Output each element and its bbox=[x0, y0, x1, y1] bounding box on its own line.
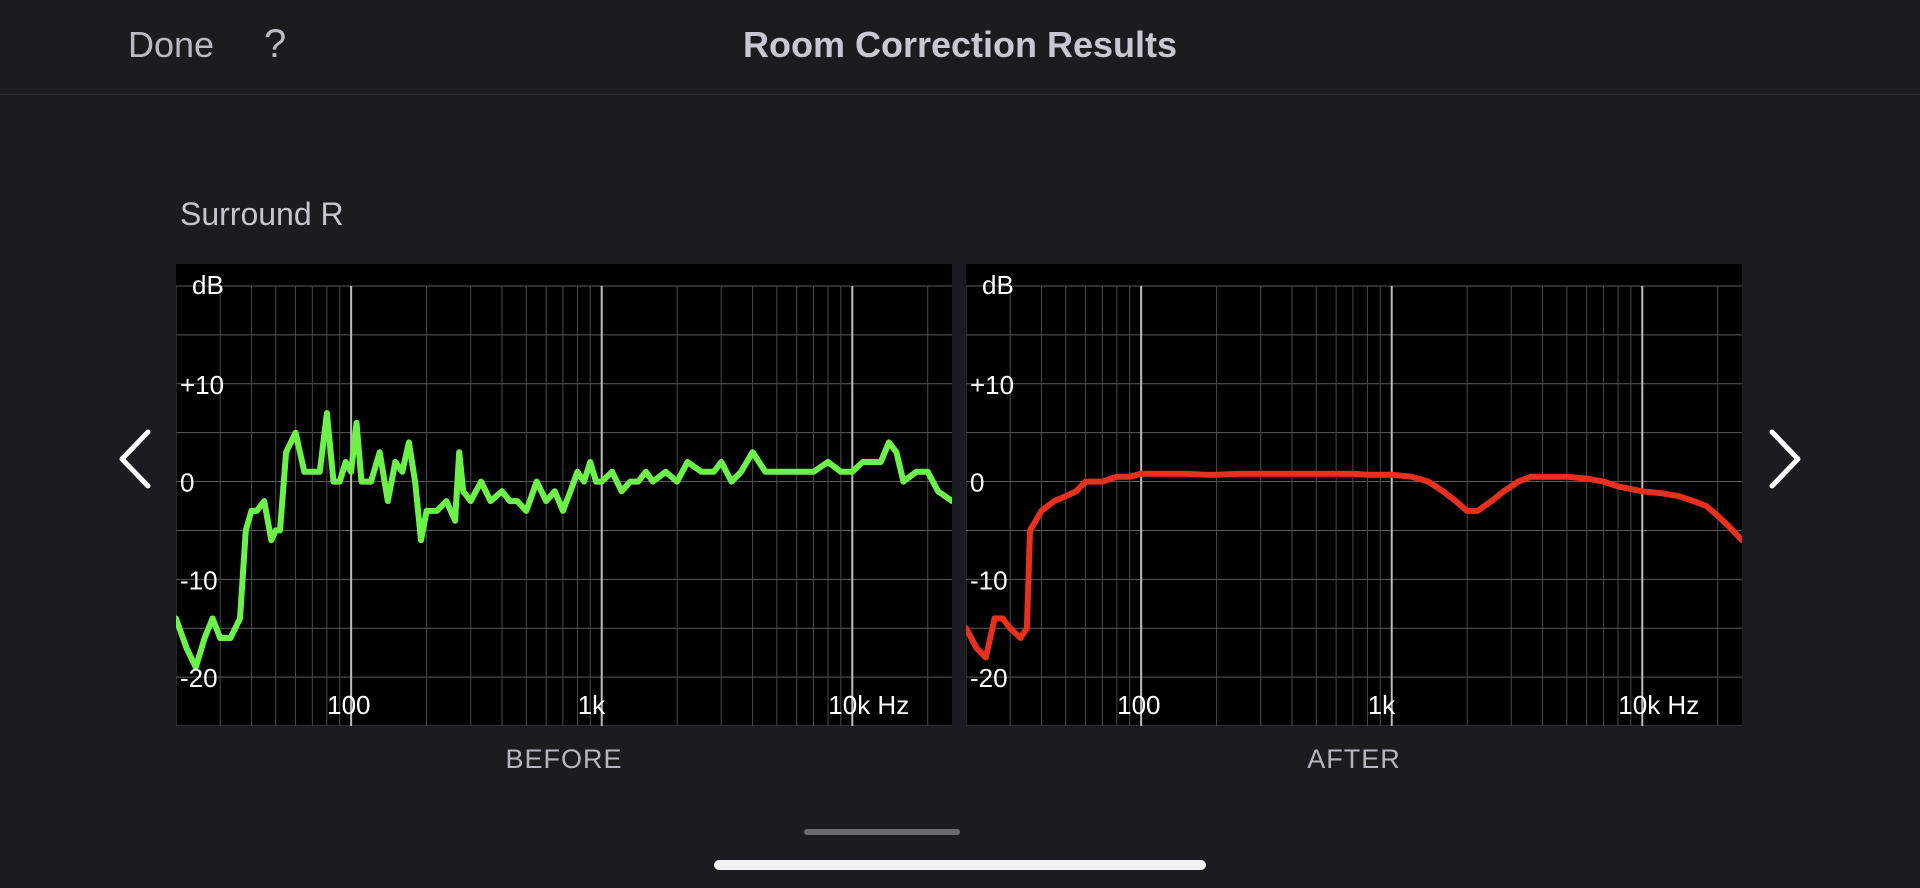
home-indicator[interactable] bbox=[714, 860, 1206, 870]
before-response-line bbox=[176, 410, 952, 671]
help-button[interactable]: ? bbox=[264, 22, 287, 66]
after-chart-plot: +10 0 -10 -20 dB 100 1k 10k Hz bbox=[966, 270, 1742, 726]
page-scroll-indicator bbox=[804, 829, 960, 835]
before-chart-plot: +10 0 -10 -20 dB 100 1k 10k Hz bbox=[176, 270, 952, 726]
before-caption: BEFORE bbox=[505, 744, 623, 774]
before-chart: +10 0 -10 -20 dB 100 1k 10k Hz bbox=[176, 264, 952, 726]
speaker-name: Surround R bbox=[180, 196, 344, 232]
after-y-tick-label: +10 bbox=[970, 370, 1014, 400]
after-x-tick-label: 1k bbox=[1368, 690, 1396, 720]
after-y-unit-label: dB bbox=[982, 270, 1014, 300]
after-chart: +10 0 -10 -20 dB 100 1k 10k Hz bbox=[966, 264, 1742, 726]
before-y-tick-label: -10 bbox=[180, 565, 218, 595]
before-y-tick-label: 0 bbox=[180, 468, 194, 498]
done-button[interactable]: Done bbox=[128, 24, 215, 65]
after-y-tick-label: 0 bbox=[970, 468, 984, 498]
before-y-unit-label: dB bbox=[192, 270, 224, 300]
after-caption: AFTER bbox=[1307, 744, 1401, 774]
before-x-tick-label: 10k Hz bbox=[828, 690, 909, 720]
after-y-tick-label: -10 bbox=[970, 565, 1008, 595]
before-y-tick-label: +10 bbox=[180, 370, 224, 400]
after-x-tick-label: 10k Hz bbox=[1618, 690, 1699, 720]
before-y-tick-label: -20 bbox=[180, 663, 218, 693]
top-bar: Done ? Room Correction Results bbox=[0, 0, 1920, 95]
after-y-tick-label: -20 bbox=[970, 663, 1008, 693]
before-x-tick-label: 1k bbox=[578, 690, 606, 720]
page-title: Room Correction Results bbox=[742, 24, 1178, 65]
after-response-line bbox=[966, 470, 1742, 661]
before-x-tick-label: 100 bbox=[327, 690, 370, 720]
chevron-left-icon[interactable] bbox=[104, 424, 164, 494]
chevron-right-icon[interactable] bbox=[1756, 424, 1816, 494]
after-x-tick-label: 100 bbox=[1117, 690, 1160, 720]
